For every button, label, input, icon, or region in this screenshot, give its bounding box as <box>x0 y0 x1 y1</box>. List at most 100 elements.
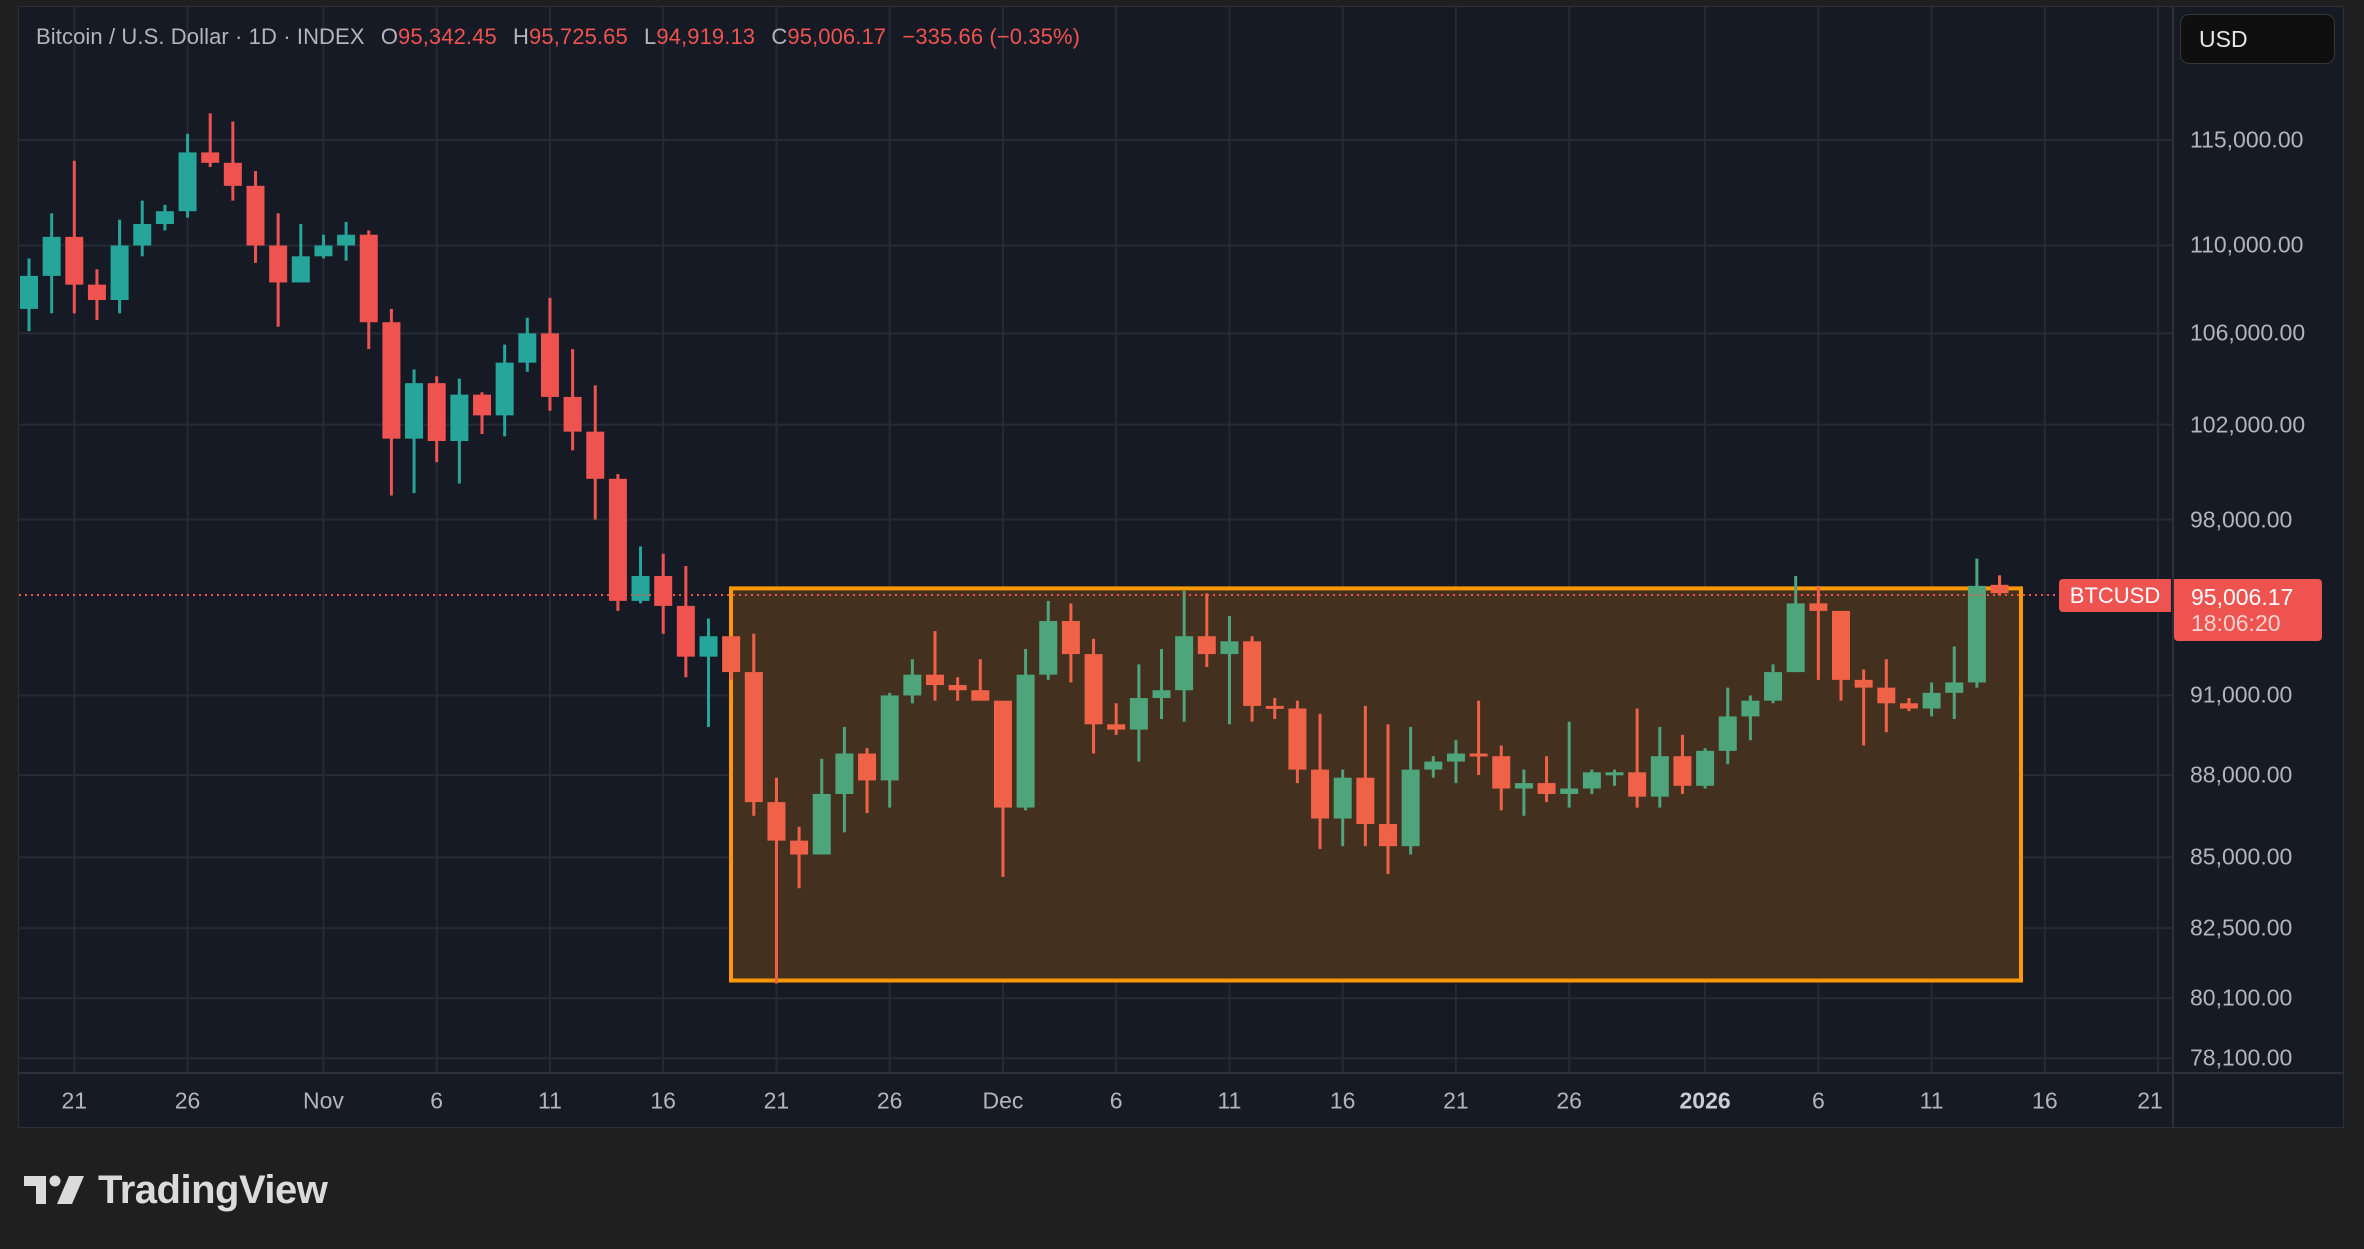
close-value: 95,006.17 <box>787 24 887 49</box>
high-key: H <box>513 24 530 49</box>
price-tick-label: 80,100.00 <box>2190 984 2293 1011</box>
price-tick-label: 110,000.00 <box>2190 231 2304 258</box>
price-tick-label: 98,000.00 <box>2190 506 2293 533</box>
time-tick-label: 2026 <box>1679 1087 1731 1114</box>
change-value: −335.66 (−0.35%) <box>902 24 1081 49</box>
tradingview-logo[interactable]: TradingView <box>24 1168 328 1212</box>
candle <box>110 219 129 314</box>
candle <box>880 692 899 808</box>
candle <box>1356 705 1375 847</box>
low-key: L <box>644 24 657 49</box>
candle <box>1265 698 1284 720</box>
time-tick-label: 6 <box>430 1087 444 1114</box>
candle <box>1899 698 1918 712</box>
candle <box>1514 769 1533 816</box>
tradingview-mark-icon <box>24 1175 84 1204</box>
time-tick-label: Dec <box>982 1087 1024 1114</box>
candle <box>540 297 559 411</box>
candle <box>631 546 650 604</box>
open-key: O <box>380 24 399 49</box>
price-tick-label: 85,000.00 <box>2190 843 2293 870</box>
open-value: 95,342.45 <box>398 24 497 49</box>
candle <box>1990 575 2009 596</box>
price-tick-label: 115,000.00 <box>2190 126 2304 153</box>
candle <box>790 826 809 889</box>
time-tick-label: 11 <box>537 1087 562 1114</box>
candle <box>1243 636 1262 722</box>
time-tick-label: Nov <box>302 1087 344 1114</box>
price-tick-label: 102,000.00 <box>2190 411 2306 438</box>
candle <box>744 633 763 816</box>
candle <box>1311 713 1330 849</box>
candle <box>971 659 990 701</box>
candle <box>1401 726 1420 855</box>
candle <box>269 213 288 327</box>
time-tick-label: 21 <box>1443 1087 1469 1114</box>
candle <box>993 700 1012 877</box>
price-tick-label: 106,000.00 <box>2190 319 2306 346</box>
range-rectangle[interactable] <box>729 586 2023 983</box>
candle <box>427 376 446 463</box>
time-tick-label: 26 <box>1556 1087 1582 1114</box>
candles <box>20 113 2009 984</box>
high-value: 95,725.65 <box>529 24 628 49</box>
candle <box>20 258 38 332</box>
time-tick-label: 11 <box>1217 1087 1242 1114</box>
candle <box>676 566 695 678</box>
candle <box>1764 664 1783 704</box>
time-tick-label: 21 <box>61 1087 88 1114</box>
candle <box>223 121 242 201</box>
candle <box>1333 769 1352 847</box>
symbol-price-tag: BTCUSD <box>2059 579 2171 612</box>
candle <box>1560 721 1579 808</box>
candle <box>405 369 424 494</box>
candle <box>1945 646 1964 720</box>
candle <box>1379 724 1397 875</box>
candle <box>1175 590 1194 722</box>
candle <box>359 230 378 350</box>
candle <box>201 113 220 167</box>
candle <box>1809 585 1828 680</box>
candle <box>1039 600 1058 680</box>
candle <box>495 344 514 437</box>
time-tick-label: 26 <box>174 1087 201 1114</box>
candle <box>1220 615 1239 725</box>
candle <box>699 618 718 727</box>
candle <box>1197 593 1216 667</box>
candle <box>246 171 265 263</box>
candle <box>1967 558 1986 688</box>
candle <box>1673 734 1692 794</box>
time-tick-label: 6 <box>1811 1087 1825 1114</box>
last-price-label: 95,006.17 18:06:20 <box>2174 579 2322 641</box>
candle <box>1424 756 1443 778</box>
candle <box>903 659 922 704</box>
candle <box>1016 648 1035 811</box>
candle <box>1288 700 1307 784</box>
candle <box>1152 648 1171 720</box>
currency-button[interactable]: USD <box>2180 14 2335 64</box>
close-key: C <box>771 24 788 49</box>
candle <box>1129 664 1148 762</box>
candle <box>1537 756 1556 803</box>
candle <box>65 160 84 314</box>
axis-dividers <box>19 7 2344 1128</box>
candle <box>1061 603 1080 683</box>
last-price-value: 95,006.17 <box>2191 584 2294 610</box>
time-tick-label: 21 <box>763 1087 790 1114</box>
symbol-legend: Bitcoin / U.S. Dollar · 1D · INDEX O95,3… <box>36 24 1080 50</box>
time-tick-label: 6 <box>1109 1087 1123 1114</box>
time-tick-label: 21 <box>2137 1087 2163 1114</box>
candle <box>1877 659 1896 733</box>
candle <box>767 777 786 984</box>
candle <box>926 631 944 701</box>
bar-countdown: 18:06:20 <box>2191 610 2281 636</box>
candle <box>42 213 61 314</box>
symbol-description: Bitcoin / U.S. Dollar · 1D · INDEX <box>36 24 365 49</box>
candle <box>1786 575 1805 673</box>
low-value: 94,919.13 <box>656 24 756 49</box>
candle <box>1741 695 1760 741</box>
candle <box>314 234 333 259</box>
candle <box>450 378 469 484</box>
candle <box>1582 769 1601 794</box>
